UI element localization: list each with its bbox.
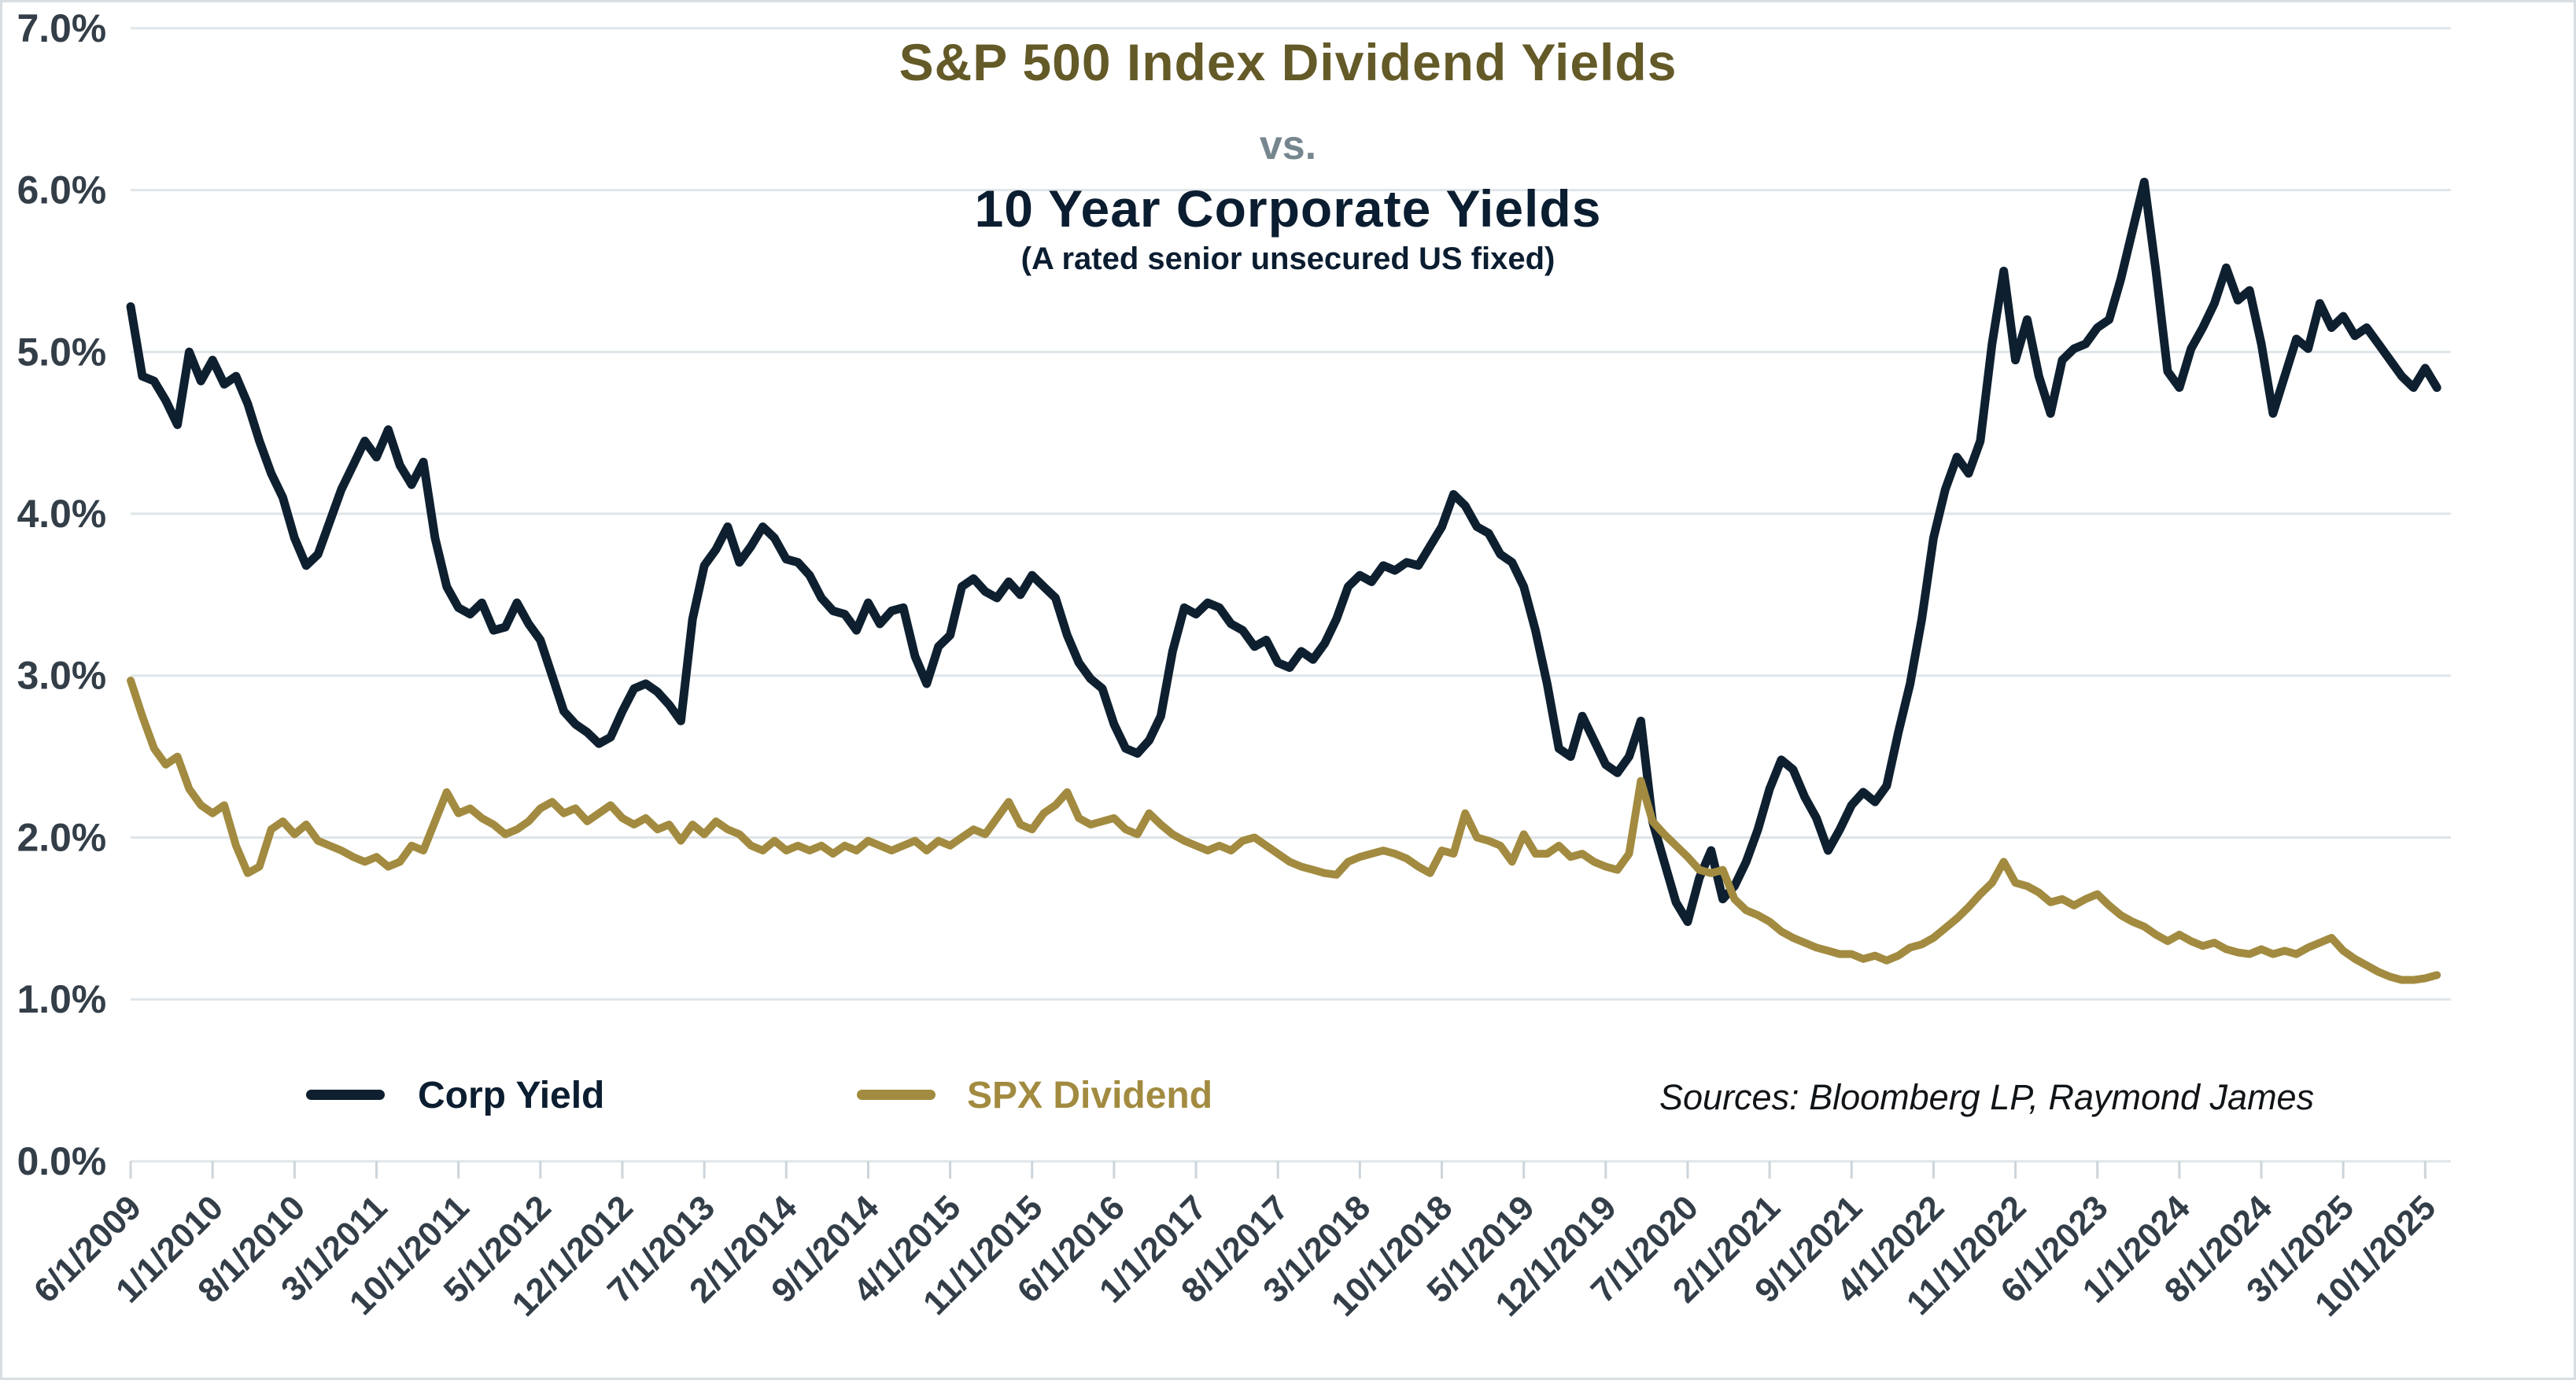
y-axis-tick-label: 3.0% <box>17 654 107 698</box>
y-axis-tick-label: 1.0% <box>17 977 107 1021</box>
y-axis-tick-label: 4.0% <box>17 492 107 536</box>
y-axis-tick-label: 0.0% <box>17 1139 107 1183</box>
corp-yield-legend-swatch <box>306 1090 385 1100</box>
spx-dividend-legend-swatch <box>857 1090 936 1100</box>
corp-yield-legend-label: Corp Yield <box>418 1075 605 1116</box>
sources-note: Sources: Bloomberg LP, Raymond James <box>1659 1077 2315 1117</box>
y-axis-tick-label: 7.0% <box>17 6 107 50</box>
y-axis-tick-label: 5.0% <box>17 330 107 374</box>
spx-dividend-line <box>127 676 2441 984</box>
y-axis-tick-label: 6.0% <box>17 168 107 212</box>
spx-dividend-legend-label: SPX Dividend <box>967 1075 1213 1116</box>
corp-yield-line <box>126 177 2441 926</box>
y-axis-tick-label: 2.0% <box>17 815 107 859</box>
